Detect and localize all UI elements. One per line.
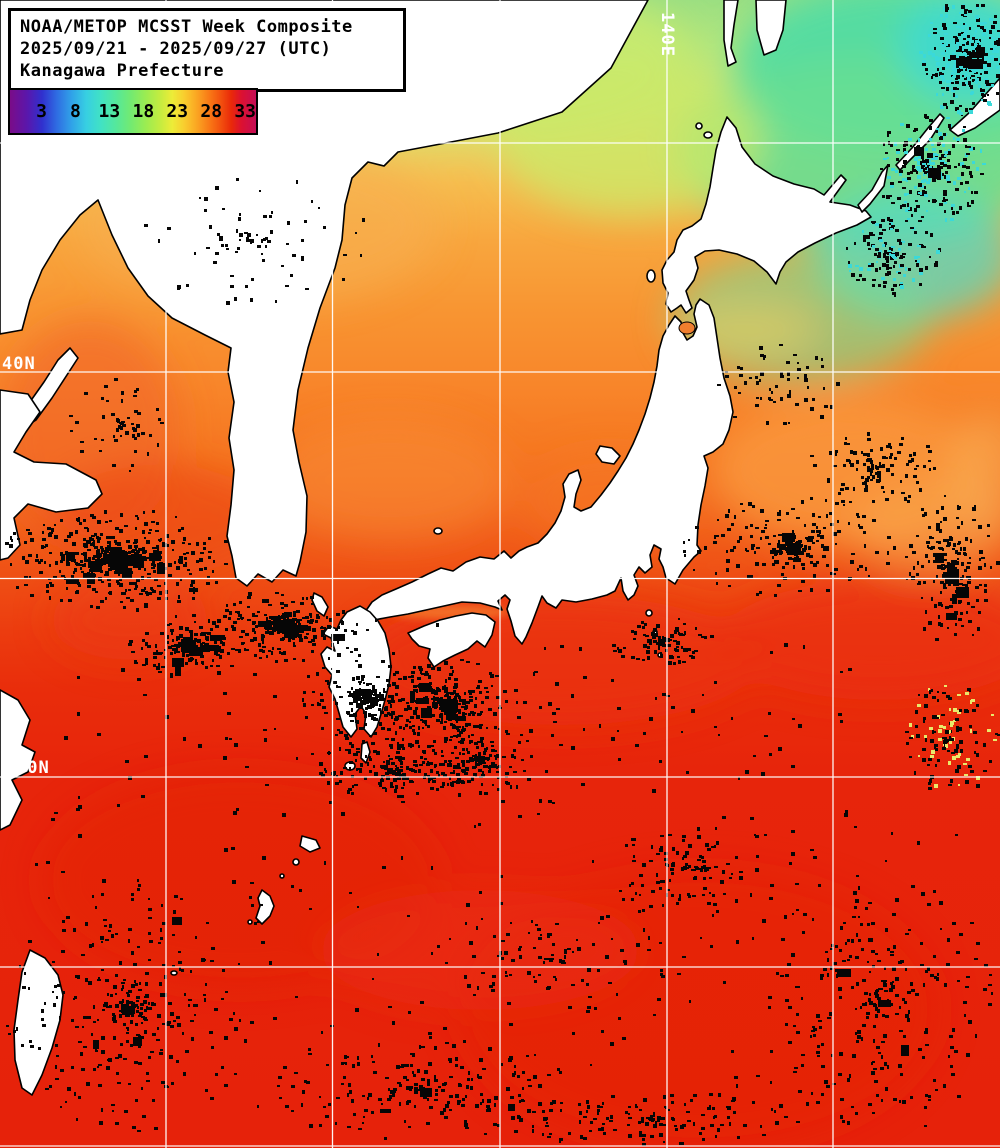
land-rishiri-island xyxy=(695,122,703,130)
land-tokunoshima xyxy=(292,858,300,866)
land-okinawa-main xyxy=(255,889,275,925)
land-izu-oshima xyxy=(645,609,653,617)
colorbar-tick: 8 xyxy=(70,100,81,122)
land-sakhalin-west xyxy=(723,0,739,67)
land-kerama xyxy=(247,919,253,925)
grid-label-latitude: 40N xyxy=(2,354,36,374)
land-china-east-coast xyxy=(0,689,36,831)
mutsu-bay-water xyxy=(678,321,696,335)
land-amami-oshima xyxy=(299,835,321,853)
land-hokkaido xyxy=(661,116,872,314)
cloud-no-data-speckles xyxy=(5,4,1000,1146)
land-shikoku xyxy=(407,612,496,668)
land-shandong-coast xyxy=(0,389,103,561)
land-rebun-island xyxy=(703,131,713,139)
land-kuril-northeast xyxy=(949,77,1000,137)
graticule-labels: 40N 30N 140E xyxy=(2,12,677,778)
land-tsushima-island xyxy=(311,592,329,617)
temperature-colorbar: 3 8 13 18 23 28 33 xyxy=(8,88,258,135)
land-okinoerabu xyxy=(279,873,285,879)
grid-label-longitude: 140E xyxy=(657,12,677,57)
colorbar-tick: 23 xyxy=(166,100,189,122)
colorbar-tick: 18 xyxy=(132,100,155,122)
title-product: NOAA/METOP MCSST Week Composite xyxy=(20,17,353,37)
land-masses xyxy=(0,0,1000,1096)
colorbar-tick: 3 xyxy=(36,100,47,122)
title-region: Kanagawa Prefecture xyxy=(20,61,224,81)
land-miyako-island xyxy=(170,970,178,976)
land-kunashir-island xyxy=(857,164,889,213)
land-taiwan xyxy=(13,949,64,1096)
land-sakhalin-east xyxy=(755,0,787,56)
colorbar-tick: 13 xyxy=(98,100,121,122)
land-honshu xyxy=(364,298,734,645)
colorbar-tick: 28 xyxy=(200,100,223,122)
land-sado-island xyxy=(595,445,621,465)
colorbar-tick: 33 xyxy=(234,100,257,122)
grid-label-latitude: 30N xyxy=(16,758,50,778)
land-okushiri-island xyxy=(646,269,656,283)
title-box: NOAA/METOP MCSST Week Composite 2025/09/… xyxy=(8,8,406,92)
land-oki-islands xyxy=(433,527,443,535)
title-daterange: 2025/09/21 - 2025/09/27 (UTC) xyxy=(20,39,332,59)
